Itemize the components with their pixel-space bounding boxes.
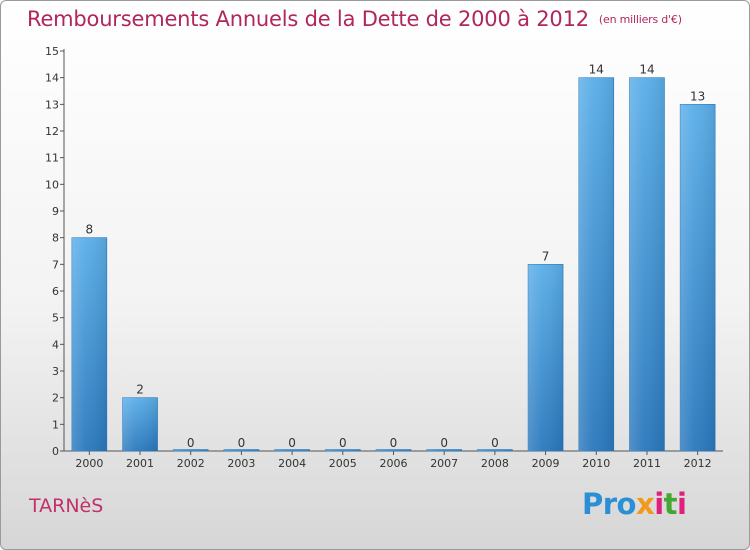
- y-tick-label: 8: [52, 232, 59, 245]
- bar-shade: [325, 449, 361, 451]
- logo-part-1: Pro: [582, 487, 636, 521]
- y-tick-label: 11: [45, 152, 59, 165]
- x-tick-label: 2003: [227, 457, 255, 470]
- y-tick-label: 3: [52, 365, 59, 378]
- data-label: 0: [390, 436, 398, 450]
- y-tick-label: 13: [45, 98, 59, 111]
- bar-shade: [477, 449, 513, 451]
- y-tick-label: 15: [45, 45, 59, 58]
- data-label: 8: [86, 223, 94, 237]
- logo-part-2: x: [635, 487, 655, 521]
- x-tick-label: 2000: [75, 457, 103, 470]
- y-tick-label: 0: [52, 445, 59, 458]
- y-tick-label: 14: [45, 72, 59, 85]
- bar-shade: [223, 449, 259, 451]
- y-tick-label: 5: [52, 312, 59, 325]
- data-label: 14: [589, 63, 604, 77]
- bar-shade: [528, 264, 564, 451]
- y-tick-label: 6: [52, 285, 59, 298]
- logo-part-3: i: [654, 487, 664, 521]
- chart-bars: [71, 77, 716, 452]
- data-label: 0: [187, 436, 195, 450]
- x-tick-label: 2010: [582, 457, 610, 470]
- x-tick-label: 2005: [329, 457, 357, 470]
- chart-subtitle: (en milliers d'€): [598, 13, 682, 26]
- y-tick-label: 4: [52, 338, 59, 351]
- data-label: 0: [238, 436, 246, 450]
- bar-shade: [426, 449, 462, 451]
- bar-shade: [629, 77, 665, 452]
- data-label: 0: [440, 436, 448, 450]
- y-tick-label: 7: [52, 258, 59, 271]
- y-tick-label: 12: [45, 125, 59, 138]
- bar-shade: [173, 449, 209, 451]
- y-tick-label: 10: [45, 178, 59, 191]
- bar-shade: [578, 77, 614, 452]
- bar-shade: [376, 449, 411, 451]
- data-label: 14: [639, 63, 654, 77]
- chart-labels: 2000 8 2001 2 2002 0 2003 0 2004 0 2005 0 2006 0 2007 0…: [75, 63, 711, 470]
- bar-shade: [274, 449, 310, 451]
- logo-part-4: t: [663, 487, 678, 521]
- data-label: 7: [542, 249, 550, 263]
- x-tick-label: 2008: [481, 457, 509, 470]
- x-tick-label: 2004: [278, 457, 306, 470]
- data-label: 13: [690, 89, 705, 103]
- data-label: 2: [136, 383, 144, 397]
- proxiti-logo: Proxiti: [582, 487, 687, 521]
- logo-part-5: i: [677, 487, 687, 521]
- data-label: 0: [288, 436, 296, 450]
- bar-shade: [71, 237, 107, 451]
- x-tick-label: 2001: [126, 457, 154, 470]
- bar-shade: [122, 397, 158, 451]
- data-label: 0: [339, 436, 347, 450]
- chart-title-text: Remboursements Annuels de la Dette de 20…: [27, 7, 589, 31]
- y-tick-label: 1: [52, 418, 59, 431]
- bar-shade: [680, 104, 716, 451]
- x-tick-label: 2006: [380, 457, 408, 470]
- x-tick-label: 2011: [633, 457, 661, 470]
- x-tick-label: 2007: [430, 457, 458, 470]
- data-label: 0: [491, 436, 499, 450]
- y-tick-label: 2: [52, 392, 59, 405]
- x-tick-label: 2012: [684, 457, 712, 470]
- city-name: TARNèS: [29, 495, 104, 517]
- x-tick-label: 2009: [532, 457, 560, 470]
- x-tick-label: 2002: [177, 457, 205, 470]
- chart-title: Remboursements Annuels de la Dette de 20…: [27, 7, 682, 31]
- y-tick-label: 9: [52, 205, 59, 218]
